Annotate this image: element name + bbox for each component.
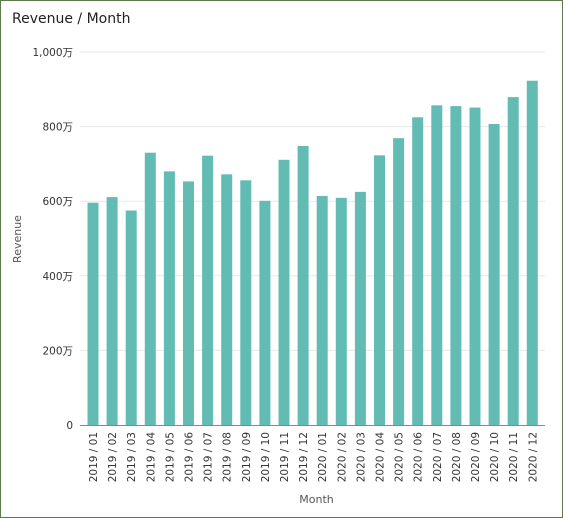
y-tick-label: 200万 [42, 345, 73, 357]
x-tick-label: 2020 / 09 [470, 432, 482, 482]
bar[interactable] [144, 152, 156, 425]
x-tick-label: 2019 / 02 [107, 432, 119, 482]
bar[interactable] [163, 171, 175, 425]
bar[interactable] [316, 195, 328, 425]
bar[interactable] [412, 117, 424, 426]
bar[interactable] [202, 155, 214, 425]
x-axis-ticks: 2019 / 01 2019 / 02 2019 / 03 2019 / 04 2019… [88, 432, 539, 483]
x-tick-label: 2019 / 07 [203, 432, 215, 482]
x-tick-label: 2019 / 06 [184, 432, 196, 483]
bar[interactable] [507, 97, 519, 426]
x-tick-label: 2020 / 08 [451, 432, 463, 482]
bar[interactable] [335, 197, 347, 425]
bars [87, 80, 538, 426]
bar[interactable] [526, 80, 538, 425]
x-tick-label: 2020 / 11 [508, 432, 520, 482]
x-tick-label: 2020 / 12 [527, 432, 539, 482]
x-tick-label: 2019 / 09 [241, 432, 253, 482]
x-tick-label: 2020 / 01 [317, 432, 329, 482]
x-tick-label: 2019 / 03 [126, 432, 138, 482]
bar[interactable] [278, 159, 290, 425]
x-tick-label: 2020 / 03 [355, 432, 367, 482]
bar[interactable] [259, 200, 271, 425]
bar[interactable] [354, 191, 366, 425]
bar[interactable] [393, 138, 405, 425]
bar[interactable] [87, 202, 99, 425]
x-tick-label: 2019 / 01 [88, 432, 100, 482]
bar[interactable] [240, 180, 252, 425]
x-tick-label: 2020 / 06 [413, 432, 425, 483]
bar[interactable] [183, 181, 194, 425]
x-tick-label: 2019 / 11 [279, 432, 291, 482]
x-tick-label: 2020 / 04 [375, 432, 387, 483]
y-axis-title: Revenue [11, 215, 24, 263]
x-tick-label: 2019 / 12 [298, 432, 310, 482]
bar[interactable] [106, 197, 118, 425]
x-tick-label: 2019 / 04 [145, 432, 157, 483]
x-tick-label: 2020 / 05 [394, 432, 406, 482]
bar[interactable] [374, 155, 385, 426]
x-axis-title: Month [299, 493, 334, 506]
y-tick-label: 400万 [42, 271, 73, 283]
x-tick-label: 2020 / 10 [489, 432, 501, 482]
bar[interactable] [469, 107, 481, 426]
y-tick-label: 0 [66, 420, 73, 432]
x-tick-label: 2019 / 10 [260, 432, 272, 482]
bar[interactable] [297, 145, 309, 425]
bar[interactable] [488, 123, 500, 425]
bar[interactable] [125, 210, 137, 425]
x-tick-label: 2019 / 08 [222, 432, 234, 482]
bar[interactable] [450, 106, 462, 426]
gridlines [80, 51, 545, 351]
y-tick-label: 1,000万 [32, 47, 73, 59]
x-tick-label: 2020 / 07 [432, 432, 444, 482]
bar[interactable] [431, 105, 443, 426]
chart-title: Revenue / Month [12, 11, 131, 27]
y-axis-ticks: 0 200万 400万 600万 800万 1,000万 [32, 47, 73, 432]
bar[interactable] [221, 174, 233, 425]
y-tick-label: 600万 [42, 196, 73, 208]
x-tick-label: 2020 / 02 [336, 432, 348, 482]
y-tick-label: 800万 [42, 122, 73, 134]
x-tick-label: 2019 / 05 [164, 432, 176, 482]
